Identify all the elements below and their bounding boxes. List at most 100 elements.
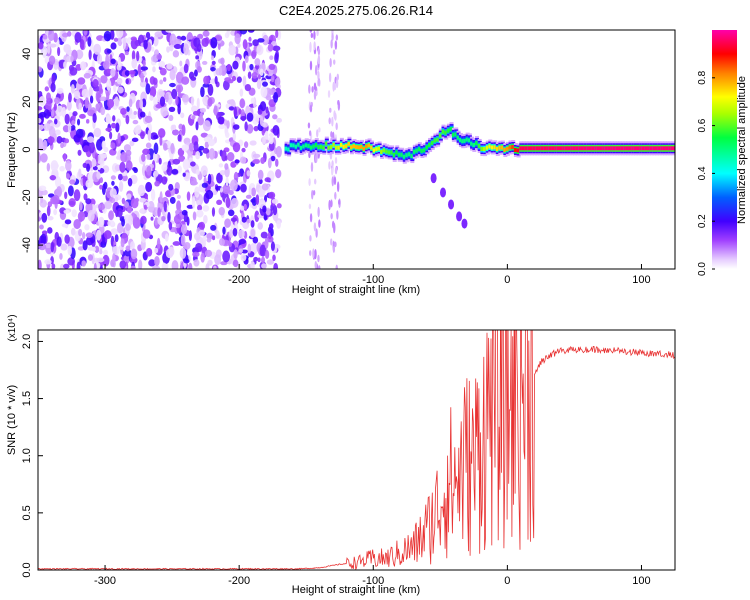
noise-cell bbox=[84, 224, 90, 231]
noise-cell bbox=[224, 218, 231, 228]
noise-cell bbox=[177, 134, 182, 142]
noise-cell bbox=[110, 67, 116, 78]
noise-cell bbox=[49, 43, 57, 48]
noise-cell bbox=[269, 55, 274, 61]
noise-cell bbox=[83, 193, 88, 201]
noise-cell bbox=[153, 134, 159, 140]
noise-cell bbox=[331, 220, 335, 229]
noise-cell bbox=[335, 264, 338, 269]
noise-cell bbox=[257, 222, 263, 230]
noise-cell bbox=[140, 131, 145, 140]
noise-cell bbox=[309, 60, 313, 71]
noise-cell bbox=[198, 145, 205, 151]
noise-cell bbox=[242, 75, 247, 88]
noise-cell bbox=[167, 211, 171, 223]
noise-cell bbox=[192, 251, 200, 257]
noise-cell bbox=[139, 80, 147, 88]
y-tick-label: 0 bbox=[21, 146, 33, 152]
noise-cell bbox=[105, 127, 112, 132]
noise-cell bbox=[38, 111, 47, 118]
noise-cell bbox=[81, 260, 87, 267]
ridge-cell bbox=[657, 146, 662, 151]
noise-cell bbox=[84, 97, 89, 109]
noise-cell bbox=[130, 38, 139, 50]
noise-cell bbox=[159, 67, 167, 76]
ridge-cell bbox=[309, 145, 314, 150]
ridge-cell bbox=[564, 146, 569, 151]
noise-cell bbox=[257, 38, 265, 43]
noise-cell bbox=[55, 186, 63, 198]
noise-cell bbox=[95, 103, 100, 112]
noise-cell bbox=[267, 43, 274, 52]
noise-cell bbox=[316, 129, 319, 138]
noise-cell bbox=[248, 186, 252, 198]
noise-cell bbox=[102, 249, 109, 256]
noise-cell bbox=[110, 142, 116, 149]
noise-cell bbox=[154, 247, 159, 254]
noise-cell bbox=[264, 238, 269, 249]
noise-cell bbox=[100, 106, 106, 116]
noise-cell bbox=[66, 31, 72, 37]
noise-cell bbox=[317, 77, 321, 87]
noise-cell bbox=[318, 265, 321, 269]
noise-cell bbox=[108, 210, 114, 221]
ridge-cell bbox=[334, 145, 339, 150]
ridge-cell bbox=[428, 142, 433, 147]
noise-cell bbox=[38, 151, 41, 163]
noise-cell bbox=[51, 263, 56, 269]
noise-cell bbox=[164, 233, 169, 242]
ridge-cell bbox=[530, 146, 535, 151]
noise-cell bbox=[180, 234, 186, 246]
noise-cell bbox=[232, 227, 238, 237]
ridge-cell bbox=[546, 146, 551, 151]
ridge-cell bbox=[375, 147, 380, 152]
ridge-cell bbox=[631, 146, 636, 151]
noise-cell bbox=[307, 122, 311, 129]
ridge-cell bbox=[516, 148, 521, 153]
noise-cell bbox=[117, 56, 122, 68]
noise-cell bbox=[50, 109, 55, 118]
noise-cell bbox=[67, 257, 75, 266]
noise-cell bbox=[127, 177, 133, 187]
noise-cell bbox=[117, 132, 121, 144]
noise-cell bbox=[246, 112, 254, 122]
noise-cell bbox=[308, 130, 312, 137]
noise-cell bbox=[201, 182, 208, 188]
ridge-cell bbox=[554, 146, 559, 151]
noise-cell bbox=[312, 248, 315, 259]
noise-cell bbox=[116, 207, 123, 218]
noise-cell bbox=[215, 230, 220, 239]
noise-cell bbox=[318, 219, 321, 228]
noise-cell bbox=[149, 95, 154, 101]
noise-cell bbox=[332, 81, 335, 92]
noise-cell bbox=[179, 247, 187, 259]
noise-cell bbox=[169, 196, 176, 204]
noise-cell bbox=[98, 83, 103, 93]
snr-frame bbox=[37, 329, 676, 571]
noise-cell bbox=[162, 111, 169, 116]
noise-cell bbox=[233, 249, 238, 260]
noise-cell bbox=[38, 95, 46, 106]
noise-cell bbox=[171, 129, 180, 136]
ridge-cell bbox=[370, 145, 375, 150]
ridge-cell bbox=[344, 144, 349, 149]
noise-cell bbox=[120, 238, 125, 248]
ridge-cell bbox=[314, 143, 319, 148]
noise-cell bbox=[125, 78, 129, 85]
noise-cell bbox=[136, 50, 140, 62]
ridge-cell bbox=[444, 130, 449, 135]
noise-cell bbox=[253, 125, 259, 132]
noise-cell bbox=[331, 33, 334, 41]
snr-series-line bbox=[38, 330, 675, 570]
x-tick-label: -300 bbox=[94, 274, 116, 286]
noise-cell bbox=[254, 64, 260, 70]
noise-cell bbox=[330, 199, 333, 208]
ridge-cell bbox=[365, 144, 370, 149]
noise-cell bbox=[329, 58, 332, 68]
noise-cell bbox=[180, 112, 185, 119]
noise-cell bbox=[226, 63, 232, 72]
ridge-cell bbox=[615, 146, 620, 151]
noise-cell bbox=[335, 34, 339, 41]
noise-cell bbox=[262, 205, 267, 213]
